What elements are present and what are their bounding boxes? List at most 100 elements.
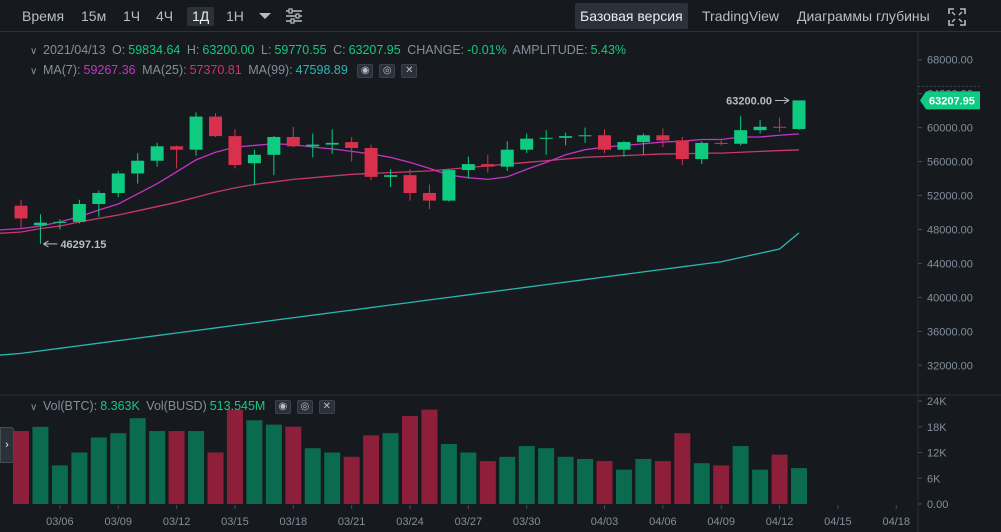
candle-body <box>247 154 261 164</box>
volume-bar <box>149 431 166 504</box>
volume-bar <box>693 463 710 504</box>
candle-body <box>792 100 806 130</box>
volume-bar <box>732 446 749 504</box>
volume-legend: ∨ Vol(BTC): 8.363K Vol(BUSD) 513.545M ◉ ◎ ✕ <box>30 398 338 416</box>
price-tick-label: 36000.00 <box>927 326 973 338</box>
candle-body <box>111 173 125 193</box>
high-price-annotation: 63200.00 <box>726 95 772 107</box>
volume-close-icon[interactable]: ✕ <box>318 399 335 414</box>
date-tick-label: 03/06 <box>46 516 74 528</box>
candle-body <box>578 135 592 137</box>
ma99-value: 47598.89 <box>295 63 348 77</box>
candle-body <box>14 205 28 219</box>
ma-close-icon[interactable]: ✕ <box>401 63 418 78</box>
candle-body <box>422 192 436 201</box>
volume-bar <box>460 452 477 504</box>
volume-bar <box>596 461 613 504</box>
date-tick-label: 03/15 <box>221 516 249 528</box>
interval-4h[interactable]: 4Ч <box>156 8 174 24</box>
candle-body <box>345 142 359 148</box>
price-tick-label: 44000.00 <box>927 258 973 270</box>
volume-bar <box>207 452 224 504</box>
volume-bar <box>538 448 555 504</box>
candle-body <box>131 160 145 174</box>
volume-bar <box>382 433 399 504</box>
volume-bar <box>304 448 321 504</box>
date-tick-label: 03/18 <box>280 516 308 528</box>
volume-busd-value: 513.545M <box>209 399 266 413</box>
volume-bar <box>635 458 652 504</box>
candle-body <box>325 142 339 145</box>
date-tick-label: 03/09 <box>104 516 132 528</box>
candle-body <box>520 138 534 150</box>
price-tick-label: 40000.00 <box>927 292 973 304</box>
volume-bar <box>129 418 146 504</box>
candle-body <box>773 126 787 128</box>
volume-visibility-eye-icon[interactable]: ◉ <box>274 399 291 414</box>
price-axis: 68000.0064000.0060000.0056000.0052000.00… <box>918 55 973 372</box>
candle-body <box>53 221 67 223</box>
volume-bar <box>324 452 341 504</box>
candle-body <box>267 136 281 155</box>
candle-body <box>461 164 475 171</box>
volume-bar <box>71 452 88 504</box>
volume-bar <box>343 456 360 504</box>
chart-grid <box>0 32 1001 532</box>
expand-panel-chevron-icon[interactable]: › <box>0 427 14 463</box>
date-tick-label: 04/12 <box>766 516 794 528</box>
candle-body <box>675 140 689 160</box>
ma99-line <box>0 232 800 356</box>
view-basic[interactable]: Базовая версия <box>575 3 688 29</box>
volume-tick-label: 12K <box>927 448 947 460</box>
fullscreen-icon[interactable] <box>948 8 966 26</box>
collapse-chevron-icon[interactable]: ∨ <box>30 46 38 57</box>
price-chart[interactable]: 68000.0064000.0060000.0056000.0052000.00… <box>0 32 1001 532</box>
date-tick-label: 04/15 <box>824 516 852 528</box>
date-axis: 03/06 03/09 03/12 03/15 03/18 03/21 03/24 03/27… <box>46 505 910 528</box>
view-depth-chart[interactable]: Диаграммы глубины <box>797 8 930 24</box>
volume-bar <box>577 458 594 504</box>
low-price-annotation: 46297.15 <box>60 239 106 251</box>
ma7-line <box>0 133 800 231</box>
volume-bar <box>51 465 68 504</box>
volume-tick-label: 18K <box>927 422 947 434</box>
volume-tick-label: 6K <box>927 473 941 485</box>
date-tick-label: 04/09 <box>707 516 735 528</box>
volume-bar <box>402 416 418 504</box>
ma25-value: 57370.81 <box>189 63 242 77</box>
view-tradingview[interactable]: TradingView <box>702 8 780 24</box>
indicator-settings-icon[interactable] <box>285 8 303 24</box>
ma99-polyline <box>0 232 800 356</box>
collapse-chevron-icon[interactable]: ∨ <box>30 402 38 413</box>
interval-time[interactable]: Время <box>22 8 65 24</box>
candle-body <box>656 135 670 141</box>
interval-1d[interactable]: 1Д <box>187 7 215 26</box>
volume-bar <box>246 420 263 504</box>
candle-body <box>72 204 86 222</box>
candle-body <box>92 192 106 205</box>
collapse-chevron-icon[interactable]: ∨ <box>30 66 38 77</box>
candle-body <box>228 136 242 165</box>
price-tick-label: 68000.00 <box>927 55 973 67</box>
candle-body <box>306 144 320 147</box>
interval-15m[interactable]: 15м <box>81 8 107 24</box>
ma-visibility-eye-icon[interactable]: ◉ <box>357 63 374 78</box>
interval-1h[interactable]: 1Ч <box>123 8 141 24</box>
date-tick-label: 04/06 <box>649 516 677 528</box>
low-arrow-head <box>43 240 49 248</box>
volume-bar <box>13 431 29 504</box>
candle-body <box>695 142 709 160</box>
price-tick-label: 48000.00 <box>927 224 973 236</box>
volume-bar <box>110 433 127 504</box>
volume-bar <box>188 431 205 504</box>
volume-settings-gear-icon[interactable]: ◎ <box>296 399 313 414</box>
candle-body <box>617 142 631 150</box>
interval-1w[interactable]: 1Н <box>226 8 244 24</box>
price-annotations: 63200.00 46297.15 63207.95 <box>43 85 980 251</box>
volume-bar <box>557 456 574 504</box>
ma7-value: 59267.36 <box>83 63 136 77</box>
more-intervals-dropdown-icon[interactable] <box>258 8 276 24</box>
ma-settings-gear-icon[interactable]: ◎ <box>379 63 396 78</box>
amplitude-value: 5.43% <box>590 43 627 57</box>
close-value: 63207.95 <box>348 43 401 57</box>
